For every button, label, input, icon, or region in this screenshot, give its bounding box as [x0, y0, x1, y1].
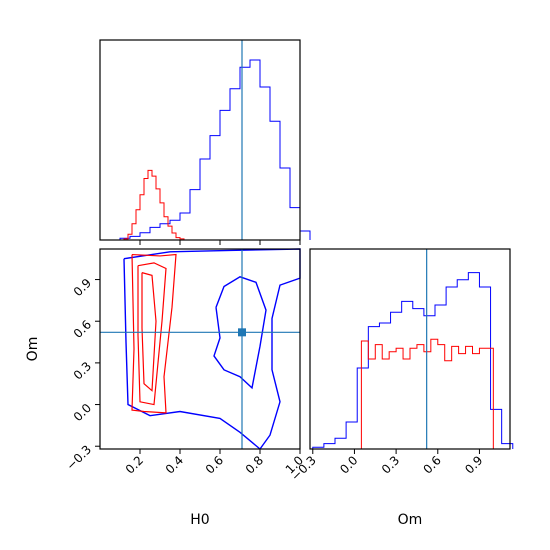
contour-red-outer	[131, 253, 177, 414]
right-x-tick-label-1: 0.0	[337, 453, 360, 476]
x-axis-label-om: Om	[398, 512, 423, 528]
x-axis-label-h0: H0	[190, 512, 209, 528]
y-axis-label-om: Om	[25, 337, 41, 362]
joint-contours	[123, 248, 301, 451]
joint-x-ticks: 0.2 0.4 0.6 0.8 1.0	[123, 449, 306, 477]
om-histograms	[312, 272, 514, 450]
joint-y-tick-label-4: 0.9	[71, 276, 94, 299]
joint-x-tick-label-1: 0.4	[163, 453, 186, 476]
joint-x-tick-label-3: 0.8	[243, 453, 266, 476]
joint-truth-marker	[238, 328, 246, 337]
right-x-tick-label-2: 0.3	[379, 453, 402, 476]
joint-x-tick-label-2: 0.6	[203, 453, 226, 476]
joint-frame	[99, 248, 301, 450]
h0-hist-blue	[119, 59, 311, 240]
joint-x-tick-label-0: 0.2	[123, 453, 146, 476]
joint-y-tick-label-1: 0.0	[71, 401, 94, 424]
top-hist-ticks	[139, 240, 301, 245]
right-x-ticks: −0.3 0.0 0.3 0.6 0.9	[288, 449, 486, 484]
joint-y-tick-label-0: −0.3	[64, 442, 95, 473]
h0-hist-red	[123, 169, 185, 240]
top-hist-frame	[99, 39, 301, 241]
contour-red-inner	[141, 272, 157, 392]
right-hist-panel: −0.3 0.0 0.3 0.6 0.9	[288, 248, 514, 484]
joint-y-tick-label-3: 0.6	[71, 317, 94, 340]
joint-y-ticks: −0.3 0.0 0.3 0.6 0.9	[64, 276, 100, 473]
right-hist-frame	[309, 248, 511, 450]
contour-blue-outer	[123, 248, 301, 451]
om-hist-blue	[312, 272, 514, 449]
top-hist-panel	[99, 39, 311, 245]
joint-y-tick-label-2: 0.3	[71, 359, 94, 382]
right-x-tick-label-4: 0.9	[462, 453, 485, 476]
h0-histograms	[119, 59, 311, 240]
om-hist-red	[354, 338, 501, 450]
contour-red-middle	[137, 262, 167, 406]
joint-panel: 0.2 0.4 0.6 0.8 1.0 −0.30.00.30.60.9	[64, 248, 306, 477]
right-x-tick-label-3: 0.6	[420, 453, 443, 476]
contour-blue-inner	[213, 276, 267, 390]
